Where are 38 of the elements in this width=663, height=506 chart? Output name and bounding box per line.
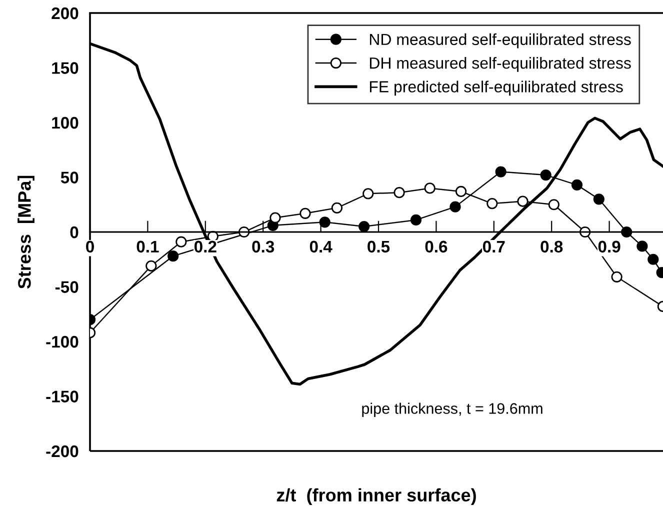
point [636,240,648,252]
y-tick-label: -150 [46,390,78,402]
y-tick-label: 0 [70,226,78,238]
x-tick-label: 0.8 [540,240,563,253]
x-tick-label: 0.3 [252,240,274,253]
point [540,170,552,181]
point [319,216,330,228]
legend-label: DH measured self-equilibrated stress [370,57,631,72]
x-axis-title: z/t (from inner surface) [276,488,476,506]
legend-label: ND measured self-equilibrated stress [370,33,631,48]
legend-label: FE predicted self-equilibrated stress [370,80,623,96]
x-tick-label: 0.6 [425,240,448,253]
point [495,166,506,178]
point [168,250,179,262]
point [267,220,278,231]
x-tick-label: 0.2 [194,240,216,253]
point [450,201,461,212]
y-tick-label: 50 [60,172,78,184]
y-tick-label: -100 [46,336,78,348]
point [358,220,370,232]
x-tick-label: 0.9 [598,240,620,253]
x-tick-label: 0.1 [136,240,159,253]
point [648,254,659,265]
x-tick-label: 0.4 [310,240,332,253]
point [621,226,632,238]
y-tick-label: -200 [46,445,78,458]
point [593,194,604,205]
x-tick-label: 0.5 [368,240,390,253]
y-tick-label: 100 [52,116,78,129]
y-tick-label: 200 [52,7,78,20]
y-tick-label: -50 [55,281,78,293]
y-axis-title: Stress [MPa] [18,176,34,289]
point [410,214,422,226]
y-tick-label: 150 [52,62,78,74]
point [571,179,583,190]
x-tick-label: 0.7 [482,240,505,253]
annotation: pipe thickness, t = 19.6mm [362,402,542,417]
x-tick-label: 0 [86,240,94,253]
